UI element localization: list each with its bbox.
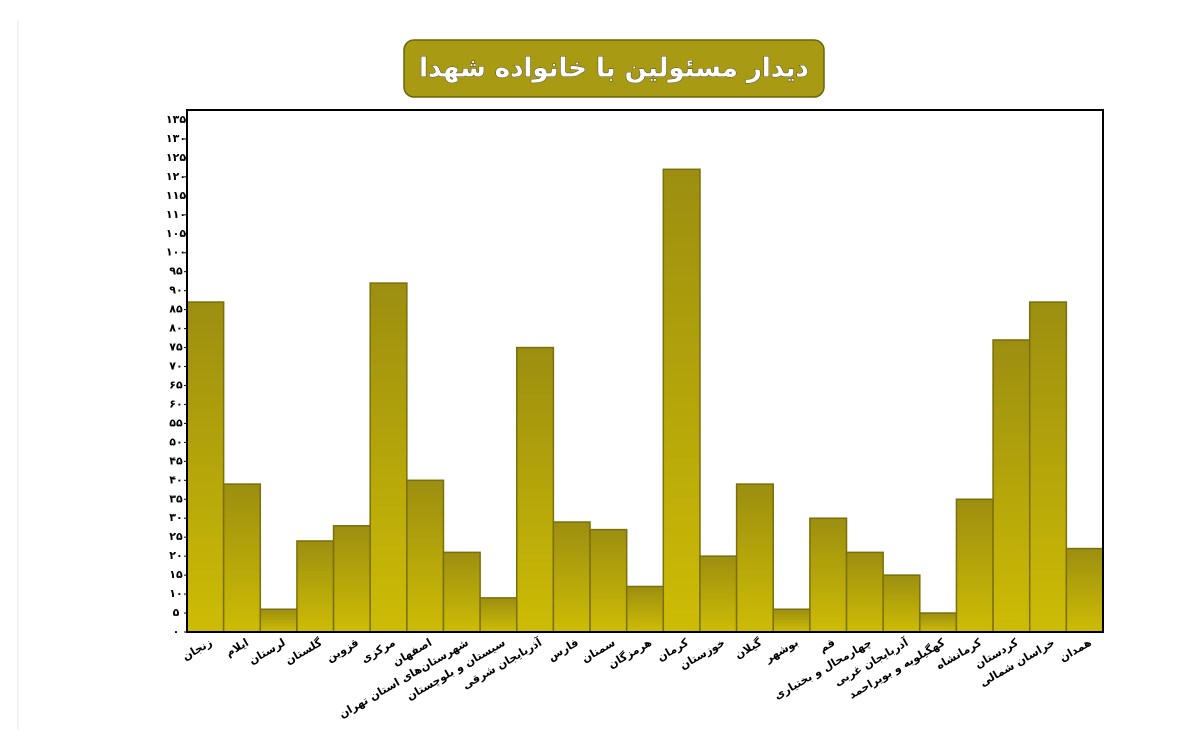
y-tick-label: ۸۰: [169, 322, 182, 335]
bar: [296, 540, 335, 633]
y-tick-label: ۲۰: [169, 549, 182, 562]
y-tick-label: ۶۵: [169, 378, 183, 391]
y-tick-label: ۶۰: [169, 397, 182, 410]
x-tick-label: همدان: [1057, 636, 1093, 665]
bar: [809, 517, 848, 633]
bar: [1065, 547, 1104, 633]
y-tick-label: ۱۳۵: [166, 113, 186, 126]
bar: [845, 551, 884, 633]
bar: [442, 551, 481, 633]
bar: [222, 483, 262, 633]
plot-frame: [186, 109, 1104, 633]
y-tick-label: ۱۱۰: [166, 208, 186, 221]
y-tick-label: ۱۰۵: [166, 227, 186, 240]
bar: [662, 168, 701, 633]
title-box: [403, 39, 825, 98]
y-tick-label: ۴۰: [169, 473, 182, 486]
bar: [919, 612, 958, 633]
x-tick-label: قزوین: [324, 636, 361, 665]
bar: [516, 346, 555, 633]
bar: [772, 608, 811, 633]
y-tick-label: ۱۰: [169, 587, 182, 600]
y-tick-label: ۵۵: [169, 416, 183, 429]
y-tick-label: ۳۰: [169, 511, 182, 524]
y-tick-label: ۱۰۰: [166, 246, 186, 259]
bar: [332, 525, 371, 633]
bar: [955, 498, 994, 633]
y-tick-label: ۳۵: [169, 492, 183, 505]
y-tick-label: ۸۵: [169, 303, 183, 316]
x-tick-label: گیلان: [733, 636, 765, 662]
x-tick-label: فارس: [546, 636, 581, 664]
y-tick-label: ۵۰: [169, 435, 182, 448]
bar: [186, 301, 225, 633]
y-tick-label: ۹۰: [169, 284, 182, 297]
bar: [589, 528, 628, 633]
bar: [882, 574, 921, 633]
bar: [735, 483, 774, 633]
y-tick-label: ۱۲۵: [166, 151, 186, 164]
x-tick-label: زنجان: [180, 636, 214, 663]
chart-title: دیدار مسئولین با خانواده شهدا: [419, 54, 809, 84]
bar: [992, 339, 1031, 633]
x-tick-label: بوشهر: [762, 636, 801, 666]
y-tick-label: ۱۲۰: [166, 170, 186, 183]
y-tick-label: ۱۵: [169, 568, 183, 581]
y-tick-label: ۰: [173, 625, 180, 638]
y-tick-label: ۷۵: [169, 341, 183, 354]
bar: [552, 521, 591, 633]
bar: [479, 597, 518, 633]
bar: [625, 585, 665, 633]
bar: [369, 282, 408, 633]
y-tick-label: ۲۵: [169, 530, 183, 543]
bar: [259, 608, 298, 633]
x-tick-label: لرستان: [247, 636, 288, 667]
y-tick-label: ۹۵: [169, 265, 183, 278]
bar: [406, 479, 445, 633]
y-tick-label: ۵: [173, 606, 180, 619]
y-tick-label: ۱۳۰: [166, 132, 186, 145]
y-tick-label: ۴۵: [169, 454, 183, 467]
y-tick-label: ۱۱۵: [166, 189, 186, 202]
x-tick-label: قم: [817, 636, 837, 655]
x-tick-label: گلستان: [283, 636, 325, 668]
bar: [1028, 301, 1068, 633]
y-tick-label: ۷۰: [169, 360, 182, 373]
bar: [699, 555, 738, 633]
